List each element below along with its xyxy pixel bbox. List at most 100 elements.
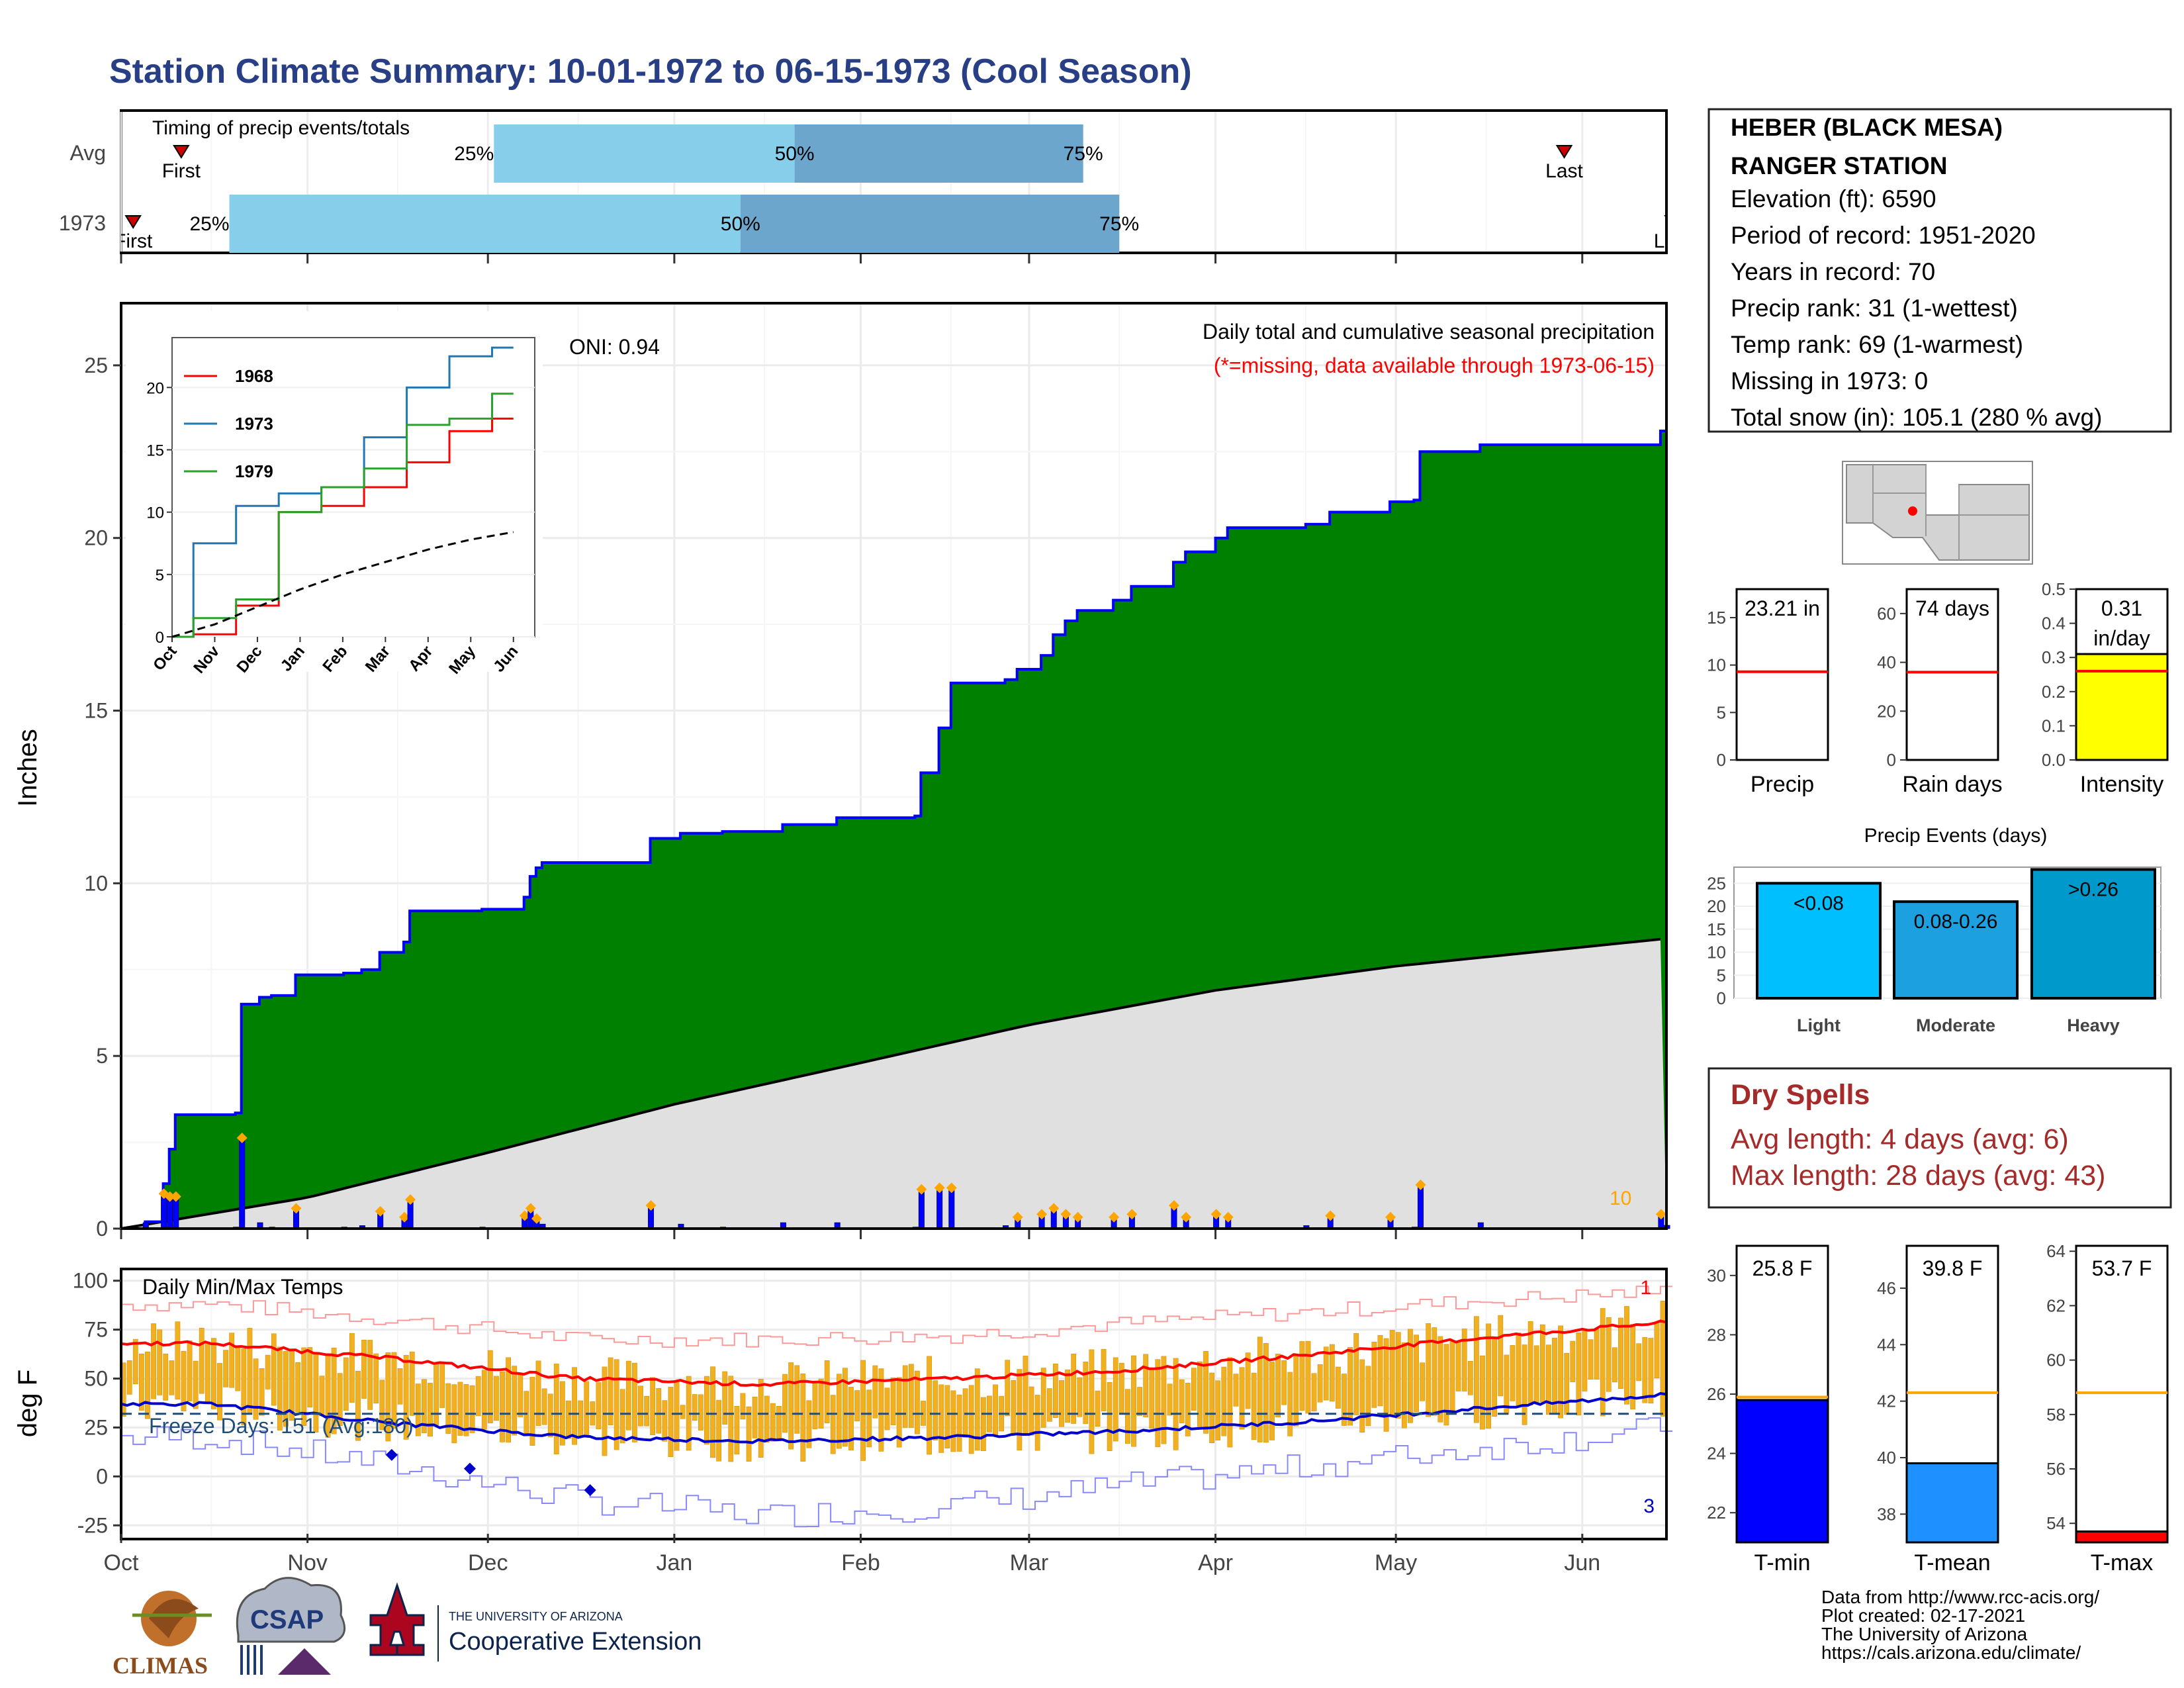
precip-y-tick-label: 5 xyxy=(96,1044,108,1068)
daily-temp-bar xyxy=(758,1379,764,1458)
event-bar-label: >0.26 xyxy=(2068,878,2118,900)
daily-temp-bar xyxy=(842,1368,848,1447)
daily-temp-bar xyxy=(547,1393,553,1438)
station-period: Period of record: 1951-2020 xyxy=(1731,222,2036,249)
daily-temp-bar xyxy=(1323,1346,1329,1401)
dry-spells-avg: Avg length: 4 days (avg: 6) xyxy=(1731,1123,2069,1155)
heavy-event-marker xyxy=(164,1191,175,1202)
csap-wordmark: CSAP xyxy=(250,1605,324,1634)
station-frame xyxy=(1707,108,2172,433)
event-bar-label: <0.08 xyxy=(1794,892,1844,914)
record-low-marker xyxy=(385,1448,398,1461)
daily-temp-bar xyxy=(373,1353,379,1404)
heavy-event-marker xyxy=(1072,1211,1083,1223)
heavy-event-marker xyxy=(399,1211,410,1223)
daily-temp-bar xyxy=(1371,1342,1377,1408)
heavy-event-marker xyxy=(291,1203,302,1214)
footer: Data from http://www.rcc-acis.org/ Plot … xyxy=(1821,1587,2099,1663)
heavy-event-marker xyxy=(1060,1209,1071,1220)
daily-temp-bar xyxy=(824,1360,830,1423)
daily-temp-bar xyxy=(1486,1323,1491,1429)
daily-temp-bar xyxy=(704,1376,709,1445)
daily-temp-bar xyxy=(235,1347,241,1391)
daily-temp-bar xyxy=(361,1339,367,1399)
footer-university: The University of Arizona xyxy=(1821,1624,2028,1644)
daily-temp-bar xyxy=(422,1379,427,1433)
inset-legend-label: 1979 xyxy=(235,461,273,481)
month-tick-label: Feb xyxy=(841,1550,880,1575)
footer-created: Plot created: 02-17-2021 xyxy=(1821,1605,2025,1626)
station-elevation: Elevation (ft): 6590 xyxy=(1731,185,1936,212)
daily-temp-bar xyxy=(566,1400,571,1439)
event-category-label: Light xyxy=(1797,1015,1841,1035)
climas-wordmark: CLIMAS xyxy=(113,1652,208,1679)
daily-temp-bar xyxy=(764,1395,770,1443)
daily-precip-bar xyxy=(173,1199,179,1229)
page-title: Station Climate Summary: 10-01-1972 to 0… xyxy=(109,52,1192,91)
heavy-event-marker xyxy=(1168,1199,1179,1211)
temp-bar-tick-label: 44 xyxy=(1877,1335,1896,1354)
climas-logo: CLIMAS xyxy=(113,1591,212,1679)
daily-temp-bar xyxy=(463,1384,469,1436)
timing-bar-q25-q50 xyxy=(229,195,741,253)
summary-bar-tick-label: 0.2 xyxy=(2042,682,2066,702)
record-max-line xyxy=(121,1286,1673,1348)
daily-temp-bar xyxy=(632,1362,637,1442)
summary-bar-frame xyxy=(1735,588,1829,761)
temp-bar-tick-label: 54 xyxy=(2046,1513,2066,1533)
daily-temp-bar xyxy=(993,1384,998,1436)
daily-temp-bar xyxy=(1011,1380,1017,1436)
summary-bar-label: Intensity xyxy=(2080,772,2164,797)
daily-temp-bar xyxy=(1053,1364,1058,1418)
last-event-label: Last xyxy=(1654,230,1692,252)
daily-temp-bar xyxy=(295,1362,301,1413)
events-tick-label: 0 xyxy=(1717,988,1726,1008)
dry-spells-title: Dry Spells xyxy=(1731,1079,1870,1111)
daily-temp-bar xyxy=(692,1394,698,1421)
last-event-marker xyxy=(1555,145,1573,159)
daily-temp-bar xyxy=(668,1387,674,1458)
temp-bar-title: 25.8 F xyxy=(1752,1256,1813,1280)
daily-temp-bar xyxy=(529,1377,535,1446)
timing-q75-label: 75% xyxy=(1099,213,1139,235)
timing-row-year-label: 1973 xyxy=(59,211,106,235)
daily-temp-bar xyxy=(259,1368,265,1416)
heavy-event-marker xyxy=(236,1132,248,1143)
daily-temp-bar xyxy=(415,1383,421,1436)
heavy-event-marker xyxy=(525,1203,536,1214)
daily-precip-bar xyxy=(167,1199,173,1229)
summary-bar-title-unit: in/day xyxy=(2093,626,2150,650)
summary-bar-title: 0.31 xyxy=(2101,596,2142,620)
daily-temp-bar xyxy=(1131,1355,1136,1447)
daily-temp-bar xyxy=(1336,1366,1341,1409)
daily-temp-bar xyxy=(1059,1380,1064,1427)
temp-bar-fill xyxy=(1735,1399,1829,1544)
inset-series-1968 xyxy=(172,417,514,638)
daily-temp-bar xyxy=(915,1370,920,1434)
daily-precip-bar xyxy=(936,1190,943,1229)
daily-precip-bar xyxy=(1417,1187,1424,1229)
daily-temp-bar xyxy=(1179,1379,1185,1424)
daily-temp-bar xyxy=(391,1352,397,1429)
daily-temp-bar xyxy=(175,1321,181,1400)
daily-temp-bar xyxy=(788,1362,794,1450)
daily-temp-bar xyxy=(854,1390,860,1422)
heavy-event-marker xyxy=(519,1210,530,1221)
station-location-marker xyxy=(1908,506,1917,516)
daily-precip-bar xyxy=(1171,1207,1177,1229)
daily-temp-bar xyxy=(830,1395,836,1454)
daily-temp-bar xyxy=(1588,1339,1594,1380)
precip-y-label: Inches xyxy=(13,729,42,807)
daily-temp-bar xyxy=(500,1371,505,1442)
daily-temp-bar xyxy=(283,1350,289,1427)
footer-url: https://cals.arizona.edu/climate/ xyxy=(1821,1642,2081,1663)
footer-source: Data from http://www.rcc-acis.org/ xyxy=(1821,1587,2099,1607)
daily-temp-bar xyxy=(229,1333,235,1388)
month-tick-label: Apr xyxy=(1198,1550,1233,1575)
ua-top-text: THE UNIVERSITY OF ARIZONA xyxy=(449,1610,623,1623)
daily-temp-bar xyxy=(223,1350,228,1387)
record-low-marker xyxy=(584,1484,596,1497)
daily-temp-bar xyxy=(1287,1372,1293,1436)
month-tick-label: Jan xyxy=(656,1550,692,1575)
summary-bar-label: Rain days xyxy=(1902,772,2002,797)
